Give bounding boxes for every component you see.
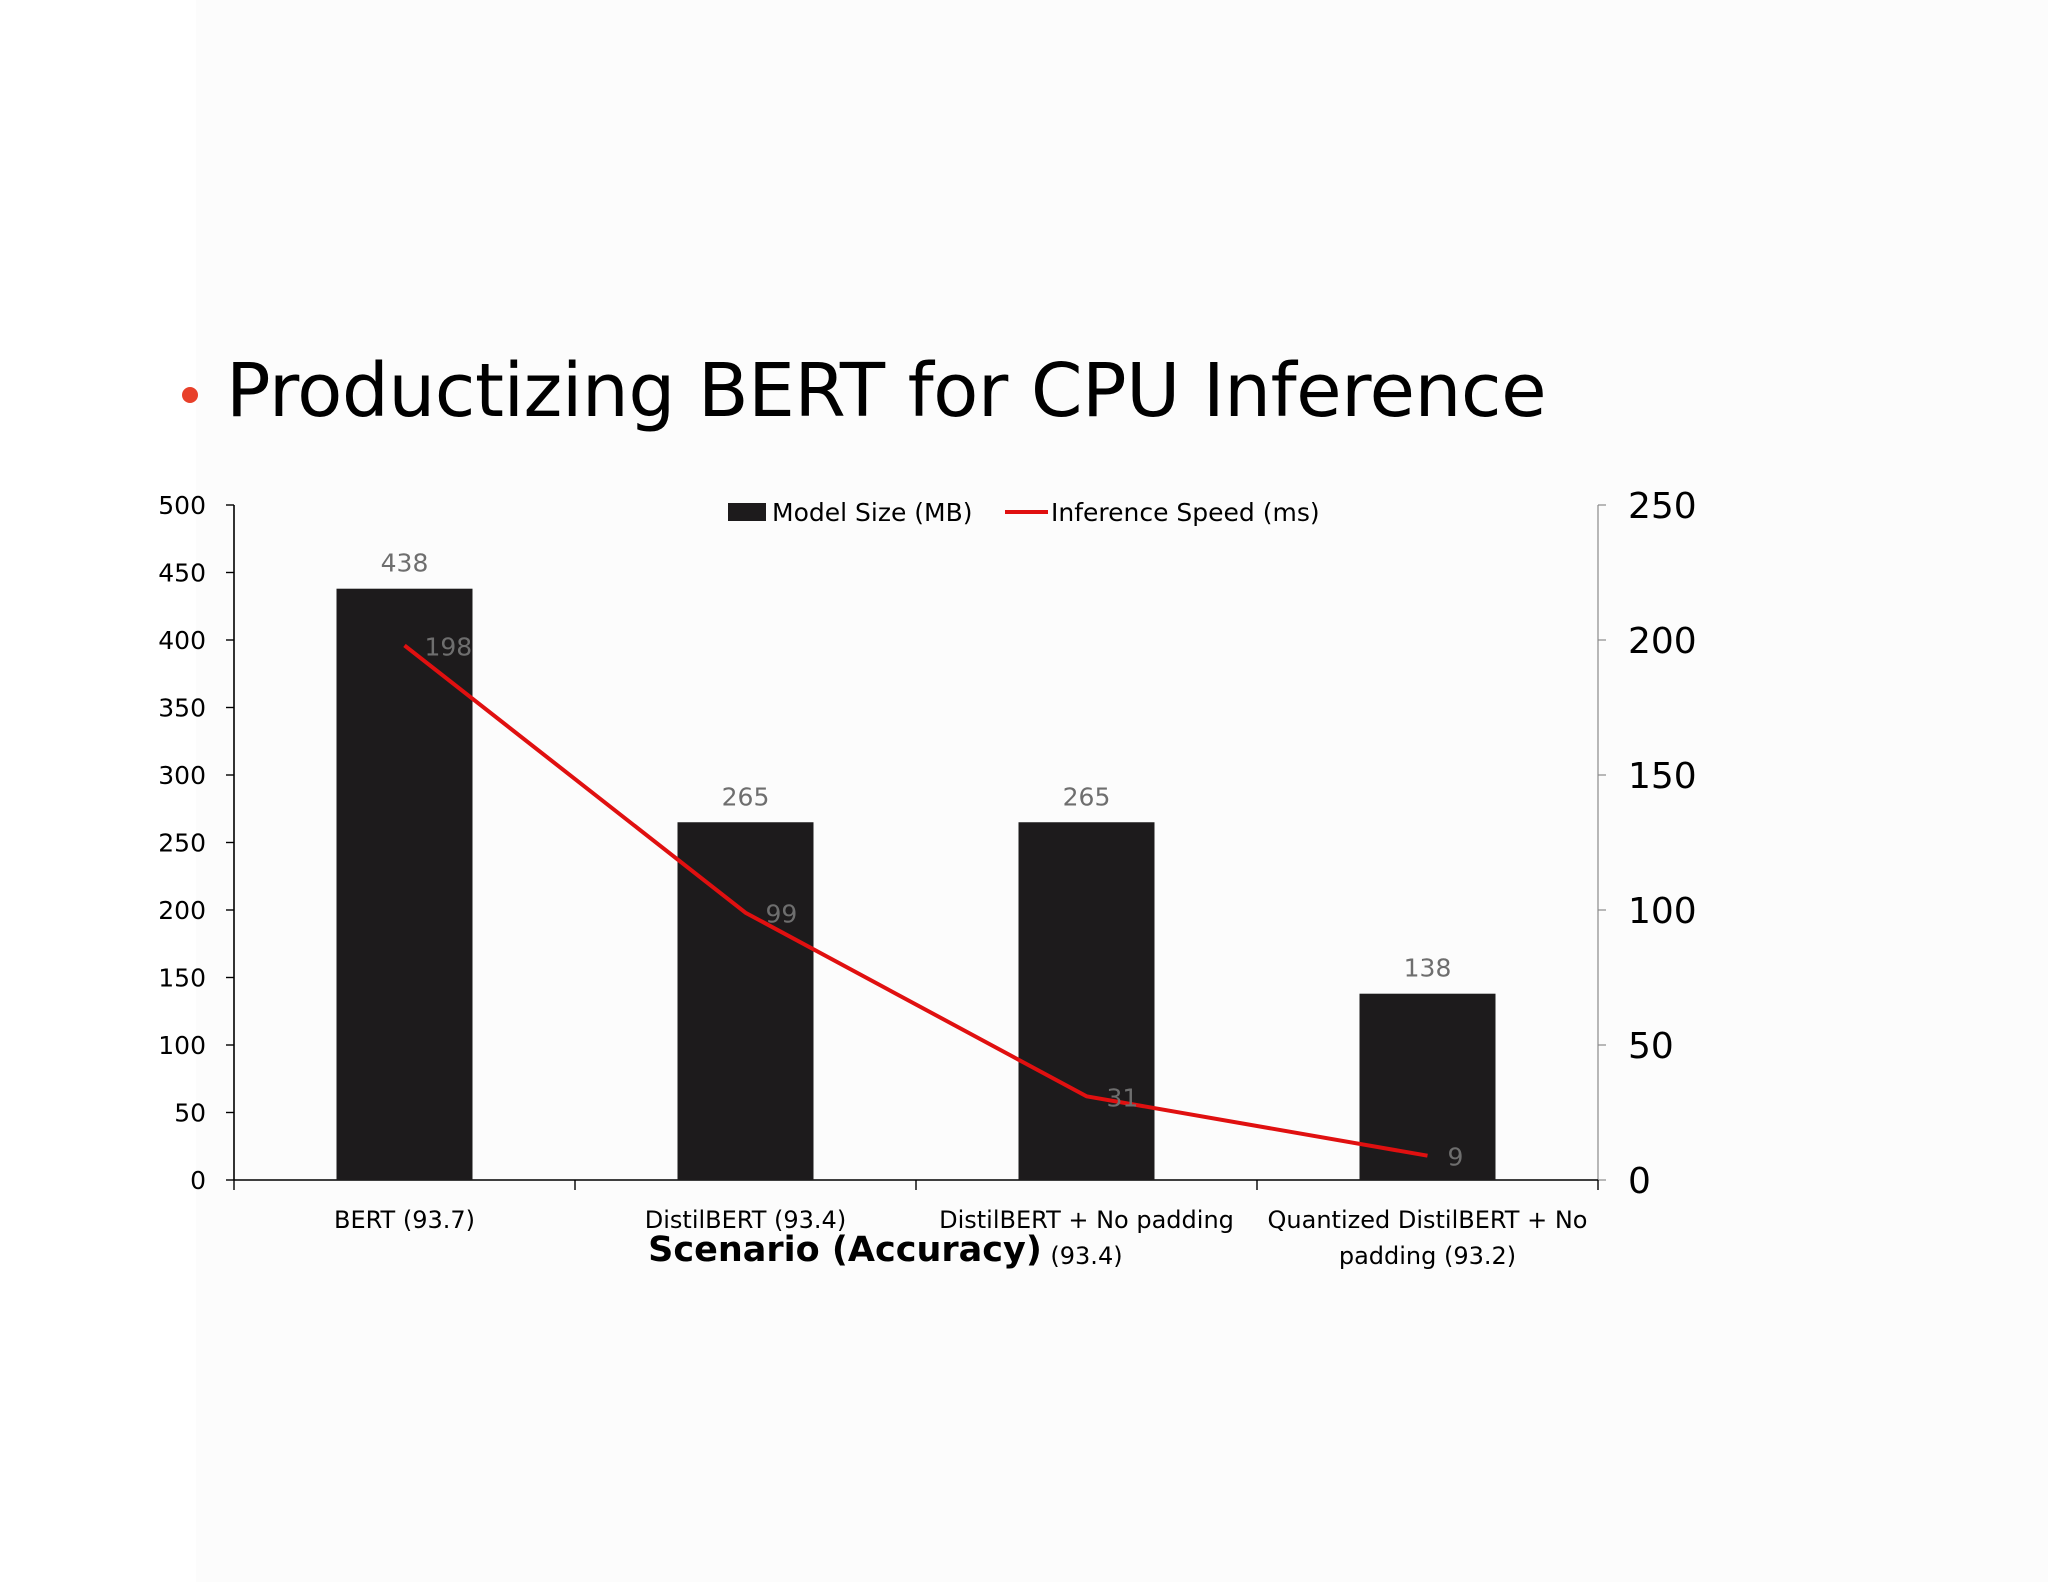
slide-title: Productizing BERT for CPU Inference	[226, 348, 1547, 434]
left-axis-tick-label: 250	[158, 829, 206, 858]
line-data-label: 31	[1107, 1083, 1139, 1112]
line-data-label: 99	[766, 900, 798, 929]
x-axis-category-label: BERT (93.7)	[334, 1206, 475, 1234]
x-axis-category-label: (93.4)	[1050, 1242, 1122, 1270]
x-axis-category-label: padding (93.2)	[1339, 1242, 1516, 1270]
legend-label-model-size: Model Size (MB)	[772, 498, 973, 527]
legend-swatch-model-size	[728, 503, 766, 521]
bar-data-label: 138	[1404, 954, 1452, 983]
bar-data-label: 265	[722, 782, 770, 811]
bar	[677, 822, 814, 1180]
x-axis-category-label: DistilBERT + No padding	[939, 1206, 1234, 1234]
x-axis-title: Scenario (Accuracy)	[648, 1230, 1042, 1270]
right-axis-tick-label: 250	[1628, 486, 1697, 527]
bar-data-label: 438	[381, 549, 429, 578]
bar	[1359, 993, 1496, 1180]
line-data-label: 9	[1448, 1143, 1464, 1172]
left-axis-tick-label: 450	[158, 559, 206, 588]
legend-label-inference-speed: Inference Speed (ms)	[1051, 498, 1320, 527]
left-axis-tick-label: 350	[158, 694, 206, 723]
inference-speed-line	[403, 643, 1428, 1158]
left-axis-tick-label: 500	[158, 491, 206, 520]
bar	[336, 588, 473, 1180]
left-axis-tick-label: 400	[158, 626, 206, 655]
left-axis-tick-label: 200	[158, 896, 206, 925]
right-axis-tick-label: 200	[1628, 621, 1697, 662]
x-axis-category-label: Quantized DistilBERT + No	[1268, 1206, 1588, 1234]
right-axis-tick-label: 0	[1628, 1161, 1651, 1202]
left-axis-tick-label: 100	[158, 1031, 206, 1060]
left-axis-tick-label: 150	[158, 964, 206, 993]
right-axis-tick-label: 150	[1628, 756, 1697, 797]
left-axis-tick-label: 0	[190, 1166, 206, 1195]
x-axis-category-label: DistilBERT (93.4)	[645, 1206, 846, 1234]
bar-data-label: 265	[1063, 782, 1111, 811]
slide-background	[196, 0, 2048, 1582]
left-axis-tick-label: 50	[174, 1099, 206, 1128]
line-data-label: 198	[425, 632, 473, 661]
right-axis-tick-label: 100	[1628, 891, 1697, 932]
left-axis-tick-label: 300	[158, 761, 206, 790]
bullet-icon	[182, 387, 198, 403]
bar	[1018, 822, 1155, 1180]
right-axis-tick-label: 50	[1628, 1026, 1674, 1067]
